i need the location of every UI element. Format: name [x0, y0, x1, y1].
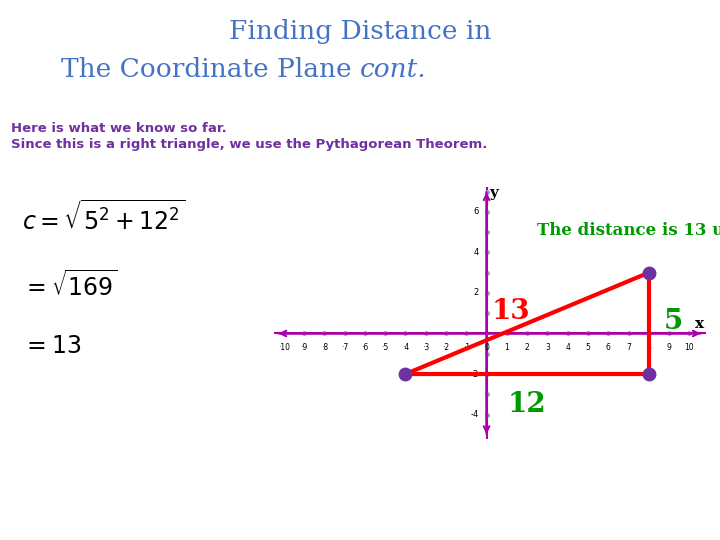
Text: 6: 6	[473, 207, 479, 217]
Text: ·3: ·3	[422, 342, 429, 352]
Text: $= \sqrt{169}$: $= \sqrt{169}$	[22, 270, 117, 301]
Text: 0: 0	[484, 342, 489, 352]
Text: Since this is a right triangle, we use the Pythagorean Theorem.: Since this is a right triangle, we use t…	[11, 138, 487, 151]
Text: ·5: ·5	[382, 342, 389, 352]
Text: $= 13$: $= 13$	[22, 335, 81, 358]
Text: 9: 9	[667, 342, 672, 352]
Text: ·9: ·9	[300, 342, 307, 352]
Text: 12: 12	[508, 391, 546, 418]
Text: ·7: ·7	[341, 342, 348, 352]
Text: cont.: cont.	[360, 57, 427, 82]
Text: The Coordinate Plane: The Coordinate Plane	[61, 57, 360, 82]
Text: ·10: ·10	[278, 342, 289, 352]
Text: 13: 13	[492, 298, 530, 325]
Text: Here is what we know so far.: Here is what we know so far.	[11, 122, 227, 134]
Text: 3: 3	[545, 342, 550, 352]
Text: 2: 2	[473, 288, 479, 298]
Text: 5: 5	[664, 308, 683, 335]
Text: 1: 1	[505, 342, 509, 352]
Text: 4: 4	[473, 248, 479, 257]
Text: ·8: ·8	[320, 342, 328, 352]
Text: 10: 10	[685, 342, 694, 352]
Text: ·4: ·4	[402, 342, 409, 352]
Text: ·6: ·6	[361, 342, 369, 352]
Text: 7: 7	[626, 342, 631, 352]
Text: The distance is 13 units.: The distance is 13 units.	[537, 222, 720, 239]
Text: $c = \sqrt{5^2 + 12^2}$: $c = \sqrt{5^2 + 12^2}$	[22, 200, 184, 235]
Text: ·2: ·2	[442, 342, 449, 352]
Text: Finding Distance in: Finding Distance in	[229, 19, 491, 44]
Text: 4: 4	[565, 342, 570, 352]
Text: y: y	[489, 186, 498, 199]
Text: 2: 2	[525, 342, 529, 352]
Text: 8: 8	[647, 342, 651, 352]
Text: 6: 6	[606, 342, 611, 352]
Text: -4: -4	[470, 410, 479, 419]
Text: ·1: ·1	[463, 342, 470, 352]
Text: 5: 5	[585, 342, 590, 352]
Text: -2: -2	[470, 369, 479, 379]
Text: x: x	[695, 318, 704, 332]
